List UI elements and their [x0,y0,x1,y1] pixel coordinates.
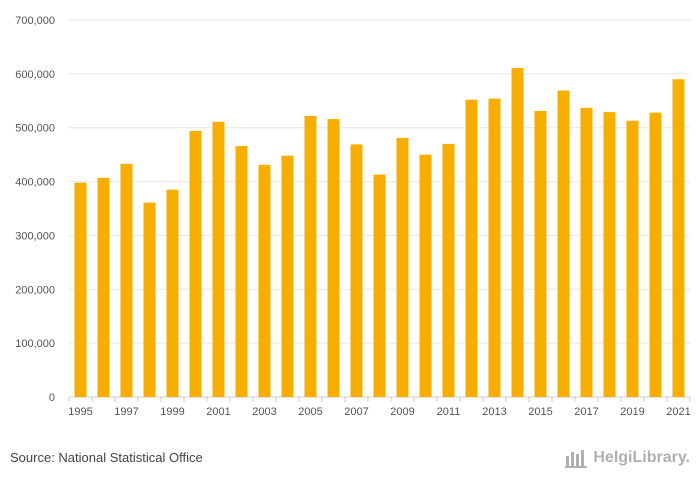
bar-2002 [235,146,248,397]
bar-2003 [258,164,271,397]
y-tick-label: 600,000 [15,69,55,81]
bar-2012 [465,99,478,398]
bar-2020 [649,112,662,398]
x-tick-label: 1999 [160,406,184,418]
y-tick-label: 400,000 [15,177,55,189]
bar-2009 [396,137,409,397]
bar-2001 [212,121,225,397]
bar-2014 [511,67,524,397]
source-note: Source: National Statistical Office [10,450,203,465]
x-tick-label: 2011 [437,406,461,418]
logo-text: HelgiLibrary. [593,449,690,466]
x-tick-label: 2021 [666,406,690,418]
x-tick-label: 2019 [620,406,644,418]
helgi-library-logo: HelgiLibrary. [565,448,690,468]
bar-2005 [304,115,317,397]
bar-2019 [626,120,639,397]
x-tick-label: 2001 [206,406,230,418]
bar-2018 [603,112,616,398]
bar-2016 [557,90,570,397]
x-tick-label: 1995 [68,406,92,418]
bar-2015 [534,111,547,398]
bar-2011 [442,143,455,397]
x-tick-label: 2009 [390,406,414,418]
bar-2007 [350,144,363,397]
bar-1998 [143,202,156,397]
library-icon [565,450,588,468]
x-tick-label: 1997 [114,406,138,418]
bar-2006 [327,119,340,398]
y-tick-label: 500,000 [15,123,55,135]
y-tick-label: 200,000 [15,284,55,296]
bar-1996 [97,177,110,397]
bar-2021 [672,79,685,397]
x-tick-label: 2005 [298,406,322,418]
y-tick-label: 300,000 [15,230,55,242]
bar-1995 [74,182,87,397]
bar-2004 [281,155,294,397]
bar-2010 [419,154,432,397]
x-tick-label: 2015 [528,406,552,418]
bar-2013 [488,98,501,397]
bar-2000 [189,130,202,397]
bar-chart: 0 100,000 200,000 300,000 400,000 500,000 600,… [15,15,691,418]
bar-1999 [166,189,179,397]
bar-1997 [120,163,133,397]
bar-2017 [580,107,593,397]
bar-2008 [373,174,386,397]
y-tick-label: 0 [49,392,55,404]
y-tick-label: 700,000 [15,15,55,27]
x-tick-label: 2013 [482,406,506,418]
x-tick-label: 2007 [344,406,368,418]
x-tick-label: 2003 [252,406,276,418]
x-tick-label: 2017 [574,406,598,418]
y-tick-label: 100,000 [15,338,55,350]
